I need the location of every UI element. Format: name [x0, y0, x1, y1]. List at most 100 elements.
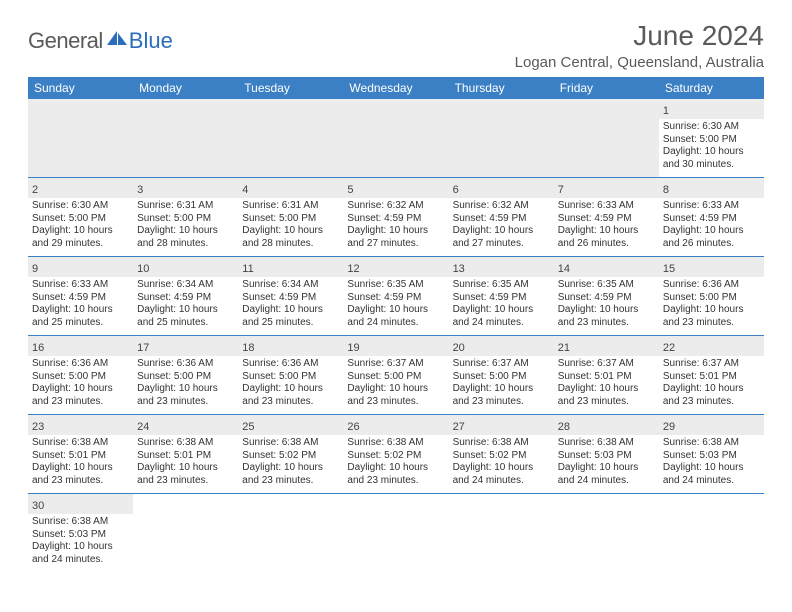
- day-detail-line: Daylight: 10 hours: [32, 383, 129, 396]
- weekday-header: Thursday: [449, 77, 554, 99]
- calendar-day-cell: 17Sunrise: 6:36 AMSunset: 5:00 PMDayligh…: [133, 336, 238, 415]
- day-detail-line: Daylight: 10 hours: [137, 462, 234, 475]
- day-number: 24: [137, 421, 149, 433]
- day-detail-line: Sunset: 5:00 PM: [32, 371, 129, 384]
- calendar-day-cell: 28Sunrise: 6:38 AMSunset: 5:03 PMDayligh…: [554, 415, 659, 494]
- day-detail-line: Sunset: 4:59 PM: [137, 292, 234, 305]
- day-number: 11: [242, 263, 253, 275]
- day-number-row: 4: [238, 178, 343, 198]
- day-detail-line: Daylight: 10 hours: [663, 146, 760, 159]
- day-details: Sunrise: 6:31 AMSunset: 5:00 PMDaylight:…: [242, 200, 339, 250]
- calendar-day-cell: 8 Sunrise: 6:33 AMSunset: 4:59 PMDaylight…: [659, 178, 764, 257]
- day-number-row: 2: [28, 178, 133, 198]
- day-detail-line: Sunrise: 6:38 AM: [453, 437, 550, 450]
- day-detail-line: and 27 minutes.: [347, 238, 444, 251]
- weekday-header: Wednesday: [343, 77, 448, 99]
- day-detail-line: Sunset: 5:00 PM: [347, 371, 444, 384]
- logo-text-blue: Blue: [129, 28, 173, 54]
- day-number: 17: [137, 342, 149, 354]
- day-number-row: 30: [28, 494, 133, 514]
- day-detail-line: Daylight: 10 hours: [663, 225, 760, 238]
- day-detail-line: Sunrise: 6:36 AM: [137, 358, 234, 371]
- day-detail-line: and 23 minutes.: [32, 396, 129, 409]
- calendar-day-cell: [449, 99, 554, 178]
- day-number: 19: [347, 342, 359, 354]
- day-detail-line: and 26 minutes.: [663, 238, 760, 251]
- calendar-day-cell: 10Sunrise: 6:34 AMSunset: 4:59 PMDayligh…: [133, 257, 238, 336]
- day-detail-line: Sunrise: 6:38 AM: [137, 437, 234, 450]
- day-detail-line: and 25 minutes.: [32, 317, 129, 330]
- calendar-week-row: 2Sunrise: 6:30 AMSunset: 5:00 PMDaylight…: [28, 178, 764, 257]
- day-number-row: 27: [449, 415, 554, 435]
- day-detail-line: Daylight: 10 hours: [32, 304, 129, 317]
- day-detail-line: and 24 minutes.: [663, 475, 760, 488]
- day-detail-line: Sunset: 5:02 PM: [242, 450, 339, 463]
- day-details: Sunrise: 6:30 AMSunset: 5:00 PMDaylight:…: [32, 200, 129, 250]
- day-detail-line: Sunset: 4:59 PM: [32, 292, 129, 305]
- calendar-day-cell: 16Sunrise: 6:36 AMSunset: 5:00 PMDayligh…: [28, 336, 133, 415]
- calendar-day-cell: 2Sunrise: 6:30 AMSunset: 5:00 PMDaylight…: [28, 178, 133, 257]
- day-detail-line: Daylight: 10 hours: [242, 225, 339, 238]
- day-detail-line: Sunrise: 6:32 AM: [347, 200, 444, 213]
- day-detail-line: Sunset: 5:02 PM: [453, 450, 550, 463]
- day-number: 28: [558, 421, 570, 433]
- calendar-day-cell: 27Sunrise: 6:38 AMSunset: 5:02 PMDayligh…: [449, 415, 554, 494]
- day-detail-line: Sunrise: 6:37 AM: [663, 358, 760, 371]
- day-detail-line: Sunset: 4:59 PM: [453, 213, 550, 226]
- page-title: June 2024: [515, 20, 764, 52]
- day-detail-line: and 30 minutes.: [663, 159, 760, 172]
- day-number: 9: [32, 263, 38, 275]
- weekday-header: Saturday: [659, 77, 764, 99]
- day-detail-line: Sunrise: 6:33 AM: [32, 279, 129, 292]
- day-detail-line: Sunrise: 6:36 AM: [663, 279, 760, 292]
- day-detail-line: and 27 minutes.: [453, 238, 550, 251]
- day-number: 20: [453, 342, 465, 354]
- day-number: 16: [32, 342, 44, 354]
- day-number-row: 17: [133, 336, 238, 356]
- day-detail-line: Sunset: 5:01 PM: [663, 371, 760, 384]
- day-number-row: 19: [343, 336, 448, 356]
- day-detail-line: Sunset: 4:59 PM: [242, 292, 339, 305]
- day-details: Sunrise: 6:35 AMSunset: 4:59 PMDaylight:…: [558, 279, 655, 329]
- day-detail-line: Sunset: 4:59 PM: [558, 213, 655, 226]
- day-number: 18: [242, 342, 254, 354]
- calendar-day-cell: [343, 494, 448, 573]
- day-detail-line: and 28 minutes.: [242, 238, 339, 251]
- day-details: Sunrise: 6:33 AMSunset: 4:59 PMDaylight:…: [663, 200, 760, 250]
- calendar-day-cell: 20 Sunrise: 6:37 AMSunset: 5:00 PMDayligh…: [449, 336, 554, 415]
- day-details: Sunrise: 6:38 AMSunset: 5:01 PMDaylight:…: [32, 437, 129, 487]
- day-details: Sunrise: 6:37 AMSunset: 5:00 PMDaylight:…: [453, 358, 550, 408]
- weekday-header: Tuesday: [238, 77, 343, 99]
- day-detail-line: and 25 minutes.: [242, 317, 339, 330]
- day-detail-line: Daylight: 10 hours: [453, 383, 550, 396]
- day-detail-line: Sunset: 5:03 PM: [663, 450, 760, 463]
- calendar-day-cell: 25Sunrise: 6:38 AMSunset: 5:02 PMDayligh…: [238, 415, 343, 494]
- day-details: Sunrise: 6:37 AMSunset: 5:01 PMDaylight:…: [663, 358, 760, 408]
- day-detail-line: Sunrise: 6:31 AM: [137, 200, 234, 213]
- day-detail-line: Sunset: 4:59 PM: [453, 292, 550, 305]
- day-detail-line: Sunrise: 6:37 AM: [347, 358, 444, 371]
- calendar-day-cell: 22Sunrise: 6:37 AMSunset: 5:01 PMDayligh…: [659, 336, 764, 415]
- day-detail-line: and 23 minutes.: [242, 396, 339, 409]
- day-detail-line: Sunset: 4:59 PM: [347, 292, 444, 305]
- weekday-header: Monday: [133, 77, 238, 99]
- day-details: Sunrise: 6:34 AMSunset: 4:59 PMDaylight:…: [242, 279, 339, 329]
- day-detail-line: Sunset: 5:00 PM: [453, 371, 550, 384]
- day-number-row: 13: [449, 257, 554, 277]
- calendar-day-cell: 21Sunrise: 6:37 AMSunset: 5:01 PMDayligh…: [554, 336, 659, 415]
- day-detail-line: Sunrise: 6:35 AM: [558, 279, 655, 292]
- calendar-day-cell: 13Sunrise: 6:35 AMSunset: 4:59 PMDayligh…: [449, 257, 554, 336]
- day-detail-line: Sunrise: 6:38 AM: [663, 437, 760, 450]
- day-number: 4: [242, 184, 248, 196]
- day-detail-line: and 23 minutes.: [347, 475, 444, 488]
- day-detail-line: and 23 minutes.: [663, 317, 760, 330]
- header: General Blue June 2024 Logan Central, Qu…: [28, 20, 764, 71]
- day-detail-line: Sunset: 4:59 PM: [347, 213, 444, 226]
- day-number: 8: [663, 184, 669, 196]
- day-detail-line: and 23 minutes.: [242, 475, 339, 488]
- day-detail-line: Sunset: 5:00 PM: [32, 213, 129, 226]
- day-number-row: 16: [28, 336, 133, 356]
- day-detail-line: Sunset: 5:01 PM: [32, 450, 129, 463]
- day-detail-line: Sunrise: 6:38 AM: [32, 437, 129, 450]
- calendar-day-cell: 24Sunrise: 6:38 AMSunset: 5:01 PMDayligh…: [133, 415, 238, 494]
